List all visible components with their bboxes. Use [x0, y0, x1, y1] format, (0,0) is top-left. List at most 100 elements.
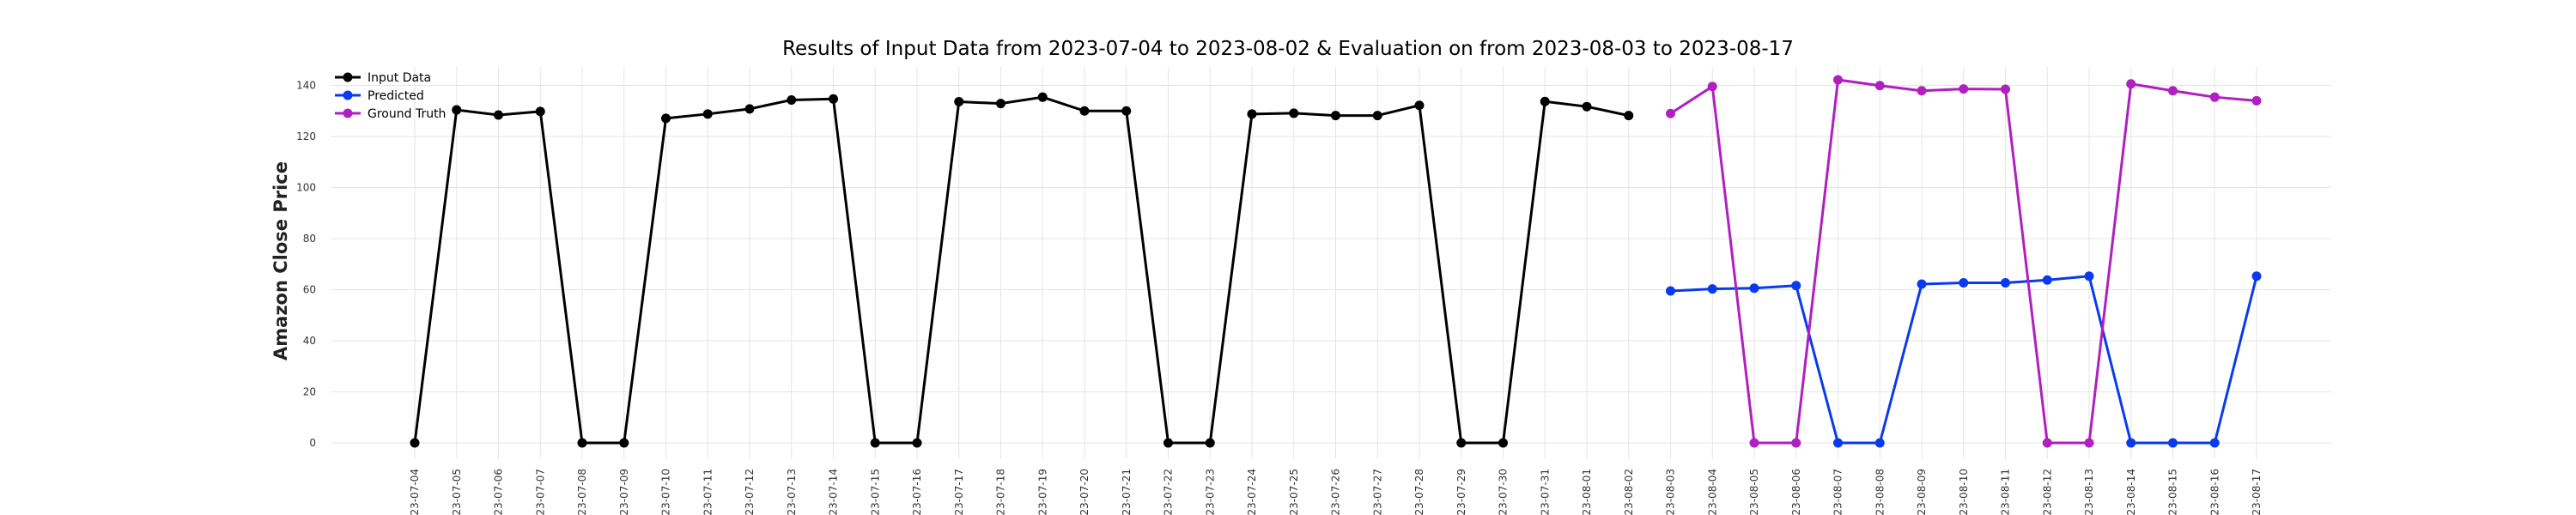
y-tick-label: 140	[296, 80, 316, 92]
data-point	[1121, 106, 1132, 116]
x-tick-label: -23-07-22	[1163, 469, 1175, 515]
legend-label: Input Data	[368, 71, 431, 85]
x-tick-label: -23-08-17	[2251, 469, 2263, 515]
x-tick-label: -23-07-26	[1330, 469, 1342, 515]
x-tick-label: -23-07-07	[534, 469, 546, 515]
legend-item: Ground Truth	[335, 107, 446, 121]
legend: Input Data Predicted Ground Truth	[335, 71, 446, 121]
data-point	[2168, 438, 2178, 448]
data-point	[1372, 111, 1382, 121]
x-tick-label: -23-08-08	[1874, 469, 1886, 515]
data-point	[2001, 84, 2010, 94]
data-point	[787, 94, 797, 105]
legend-label: Predicted	[368, 89, 424, 103]
data-point	[2001, 277, 2010, 288]
x-tick-label: -23-08-14	[2125, 469, 2137, 515]
data-point	[1791, 281, 1801, 291]
data-point	[744, 104, 755, 114]
x-tick-label: -23-07-27	[1371, 469, 1383, 515]
legend-swatch-marker	[343, 72, 353, 82]
x-tick-label: -23-07-15	[869, 469, 881, 515]
x-tick-label: -23-08-09	[1916, 469, 1928, 515]
data-point	[410, 438, 420, 448]
data-point	[1874, 438, 1885, 448]
data-point	[1540, 96, 1550, 106]
y-tick-label: 100	[296, 182, 316, 194]
data-point	[2042, 275, 2052, 285]
data-point	[2251, 271, 2262, 282]
y-tick-label: 40	[303, 335, 316, 347]
data-point	[1666, 286, 1675, 296]
data-point	[954, 97, 964, 107]
x-tick-label: -23-08-06	[1790, 469, 1802, 515]
data-point	[494, 110, 503, 120]
data-point	[1791, 438, 1801, 448]
data-point	[1707, 82, 1717, 92]
x-tick-label: -23-08-16	[2208, 469, 2221, 515]
x-tick-label: -23-07-14	[828, 469, 840, 515]
data-point	[1959, 84, 1969, 94]
x-axis-ticks: -23-07-04 -23-07-05 -23-07-06 -23-07-07 -23-…	[409, 469, 2263, 515]
x-tick-label: -23-07-21	[1121, 469, 1133, 515]
legend-item: Predicted	[335, 89, 424, 103]
y-tick-label: 0	[309, 437, 316, 449]
series-input-data	[410, 92, 1634, 448]
data-point	[1289, 108, 1299, 118]
series-ground-truth	[1666, 75, 2262, 448]
x-tick-label: -23-07-25	[1288, 469, 1300, 515]
data-point	[2168, 86, 2178, 96]
data-point	[2126, 79, 2136, 89]
x-tick-label: -23-08-04	[1706, 469, 1718, 515]
data-point	[535, 106, 545, 117]
x-tick-label: -23-07-12	[744, 469, 756, 515]
data-point	[1414, 100, 1425, 111]
x-tick-label: -23-07-08	[576, 469, 588, 515]
x-tick-label: -23-07-28	[1413, 469, 1425, 515]
y-tick-label: 20	[303, 386, 316, 398]
data-point	[912, 438, 922, 448]
x-tick-label: -23-08-10	[1958, 469, 1970, 515]
y-tick-label: 60	[303, 284, 316, 296]
x-tick-label: -23-07-11	[702, 469, 714, 515]
y-tick-label: 120	[296, 130, 316, 142]
x-tick-label: -23-07-04	[409, 469, 421, 515]
x-tick-label: -23-08-05	[1748, 469, 1760, 515]
data-point	[1749, 438, 1759, 448]
data-point	[2251, 95, 2262, 106]
series	[410, 75, 2262, 448]
data-point	[1874, 81, 1885, 91]
data-point	[870, 438, 880, 448]
x-tick-label: -23-08-07	[1832, 469, 1844, 515]
x-tick-label: -23-07-13	[786, 469, 798, 515]
data-point	[1749, 283, 1759, 294]
legend-item: Input Data	[335, 71, 431, 85]
data-point	[1037, 92, 1048, 102]
x-tick-label: -23-07-06	[493, 469, 505, 515]
data-point	[2042, 438, 2052, 448]
x-tick-label: -23-07-10	[660, 469, 672, 515]
x-tick-label: -23-07-30	[1498, 469, 1510, 515]
x-tick-label: -23-07-09	[618, 469, 630, 515]
data-point	[2084, 438, 2094, 448]
data-point	[1582, 101, 1592, 112]
data-point	[661, 113, 671, 124]
chart-title: Results of Input Data from 2023-07-04 to…	[782, 38, 1794, 60]
data-point	[1707, 284, 1717, 294]
data-point	[996, 99, 1005, 109]
data-point	[2209, 438, 2220, 448]
x-tick-label: -23-07-29	[1455, 469, 1467, 515]
x-tick-label: -23-07-18	[995, 469, 1007, 515]
data-point	[1833, 438, 1843, 448]
y-axis-ticks: 0 20 40 60 80 100 120 140	[296, 80, 316, 450]
data-point	[1833, 75, 1843, 85]
x-tick-label: -23-08-12	[2041, 469, 2053, 515]
data-point	[1917, 279, 1927, 289]
x-tick-label: -23-07-16	[911, 469, 923, 515]
data-point	[1079, 106, 1090, 116]
legend-swatch-marker	[343, 90, 353, 100]
data-point	[1331, 111, 1340, 121]
data-point	[1247, 109, 1257, 119]
data-point	[829, 94, 838, 104]
x-tick-label: -23-08-01	[1581, 469, 1593, 515]
data-point	[2126, 438, 2136, 448]
